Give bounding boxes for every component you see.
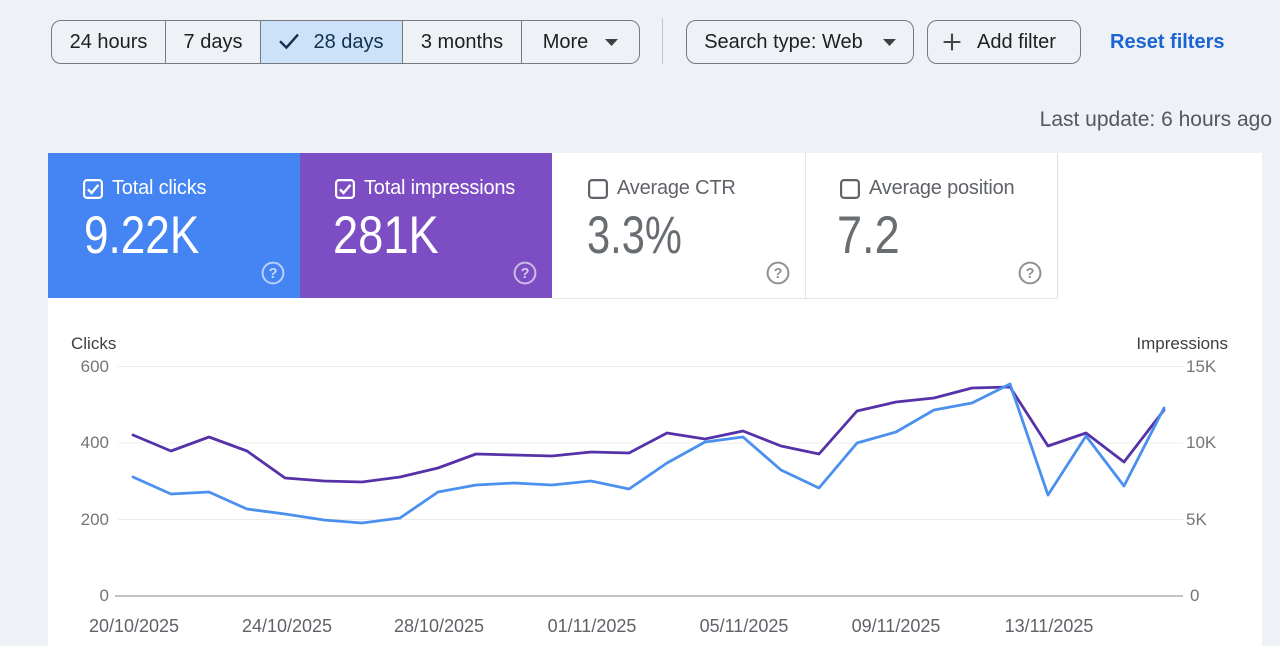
svg-text:24/10/2025: 24/10/2025 (242, 616, 332, 636)
svg-text:400: 400 (81, 433, 109, 452)
svg-text:?: ? (774, 266, 783, 282)
svg-text:13/11/2025: 13/11/2025 (1005, 616, 1094, 636)
svg-text:20/10/2025: 20/10/2025 (89, 616, 179, 636)
svg-text:Impressions: Impressions (1136, 334, 1228, 353)
svg-text:5K: 5K (1186, 510, 1207, 529)
svg-text:200: 200 (81, 510, 109, 529)
svg-text:28/10/2025: 28/10/2025 (394, 616, 484, 636)
svg-text:10K: 10K (1186, 433, 1217, 452)
svg-text:?: ? (269, 266, 278, 282)
svg-text:Clicks: Clicks (71, 334, 116, 353)
svg-text:?: ? (1026, 266, 1035, 282)
svg-text:600: 600 (81, 357, 109, 376)
svg-text:0: 0 (100, 586, 109, 605)
svg-text:0: 0 (1190, 586, 1199, 605)
svg-text:15K: 15K (1186, 357, 1217, 376)
svg-text:09/11/2025: 09/11/2025 (852, 616, 941, 636)
svg-text:?: ? (521, 266, 530, 282)
svg-text:05/11/2025: 05/11/2025 (700, 616, 789, 636)
svg-text:01/11/2025: 01/11/2025 (548, 616, 637, 636)
